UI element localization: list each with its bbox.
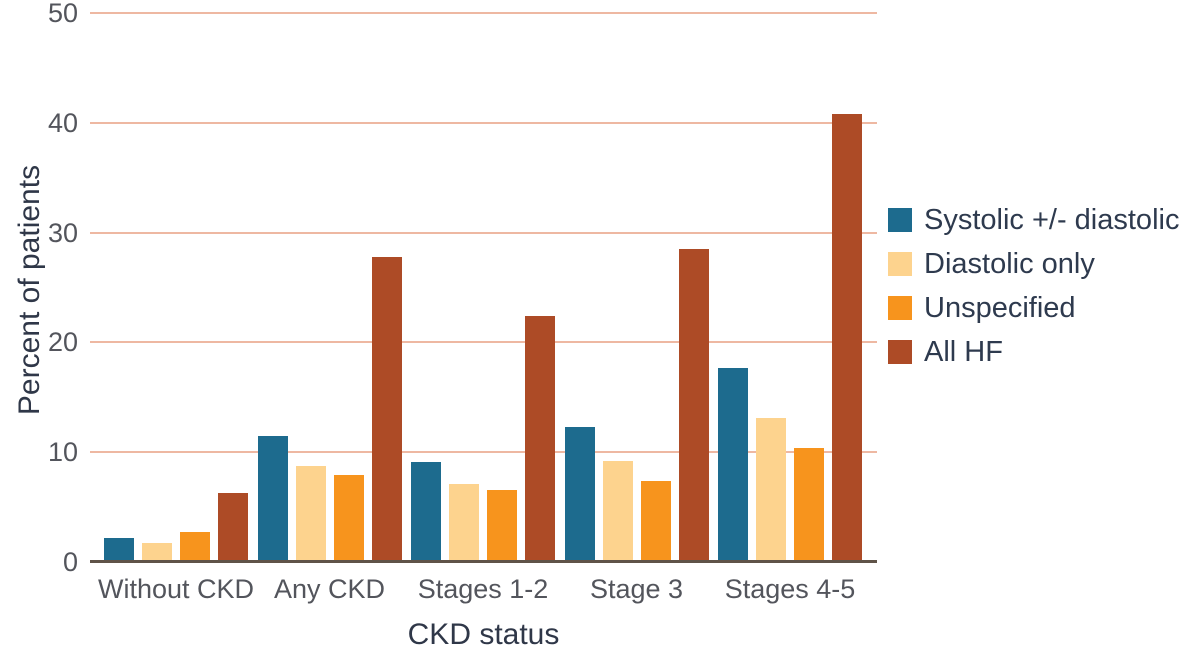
bar-unspecified-without-ckd — [180, 532, 210, 562]
y-tick-label-10: 10 — [47, 437, 78, 468]
bar-all-hf-stages-4-5 — [832, 114, 862, 562]
y-axis-title: Percent of patients — [13, 164, 46, 416]
bar-diastolic-only-without-ckd — [142, 543, 172, 562]
legend-swatch-icon — [888, 340, 912, 364]
x-axis-line — [90, 560, 877, 563]
bar-unspecified-stage-3 — [640, 480, 671, 562]
bar-diastolic-only-stages-1-2 — [449, 484, 479, 562]
bar-systolic-diastolic-stage-3 — [564, 426, 595, 562]
gridline-20 — [90, 341, 877, 344]
gridline-50 — [90, 12, 877, 14]
x-tick-label-without-ckd: Without CKD — [97, 574, 255, 604]
x-tick-label-any-ckd: Any CKD — [273, 574, 386, 604]
legend-swatch-icon — [888, 252, 912, 276]
bar-all-hf-stages-1-2 — [525, 316, 555, 562]
y-tick-label-30: 30 — [47, 217, 78, 248]
bar-systolic-diastolic-without-ckd — [104, 537, 134, 562]
bar-systolic-diastolic-stages-1-2 — [411, 462, 441, 562]
legend-label: Unspecified — [924, 291, 1076, 324]
gridline-40 — [90, 121, 877, 124]
y-tick-label-50: 50 — [47, 0, 78, 28]
legend-item-diastolic-only: Diastolic only — [888, 247, 1179, 281]
x-tick-label-stage-3: Stage 3 — [589, 574, 684, 604]
bar-all-hf-stage-3 — [678, 249, 709, 562]
bar-diastolic-only-stage-3 — [602, 460, 633, 562]
legend: Systolic +/- diastolic Diastolic only Unsp… — [888, 203, 1179, 379]
y-tick-label-40: 40 — [47, 107, 78, 138]
x-tick-label-stages-1-2: Stages 1-2 — [417, 574, 549, 604]
bar-unspecified-stages-1-2 — [487, 489, 517, 562]
legend-item-unspecified: Unspecified — [888, 291, 1179, 325]
bar-unspecified-stages-4-5 — [794, 447, 824, 562]
bar-systolic-diastolic-stages-4-5 — [718, 367, 748, 562]
x-axis-title: CKD status — [407, 618, 560, 651]
x-tick-label-stages-4-5: Stages 4-5 — [724, 574, 856, 604]
legend-label: All HF — [924, 335, 1003, 368]
bar-diastolic-only-stages-4-5 — [756, 418, 786, 562]
plot-area — [90, 12, 877, 563]
bar-diastolic-only-any-ckd — [295, 466, 326, 562]
gridline-30 — [90, 231, 877, 234]
bar-all-hf-without-ckd — [218, 492, 248, 562]
legend-item-all-hf: All HF — [888, 335, 1179, 369]
legend-item-systolic-diastolic: Systolic +/- diastolic — [888, 203, 1179, 237]
gridline-10 — [90, 451, 877, 454]
legend-label: Diastolic only — [924, 247, 1095, 280]
legend-swatch-icon — [888, 208, 912, 232]
y-tick-label-20: 20 — [47, 327, 78, 358]
legend-swatch-icon — [888, 296, 912, 320]
bar-systolic-diastolic-any-ckd — [257, 435, 288, 562]
bar-unspecified-any-ckd — [333, 475, 364, 562]
legend-label: Systolic +/- diastolic — [924, 203, 1180, 236]
bar-all-hf-any-ckd — [371, 256, 402, 562]
y-tick-label-0: 0 — [62, 547, 78, 577]
